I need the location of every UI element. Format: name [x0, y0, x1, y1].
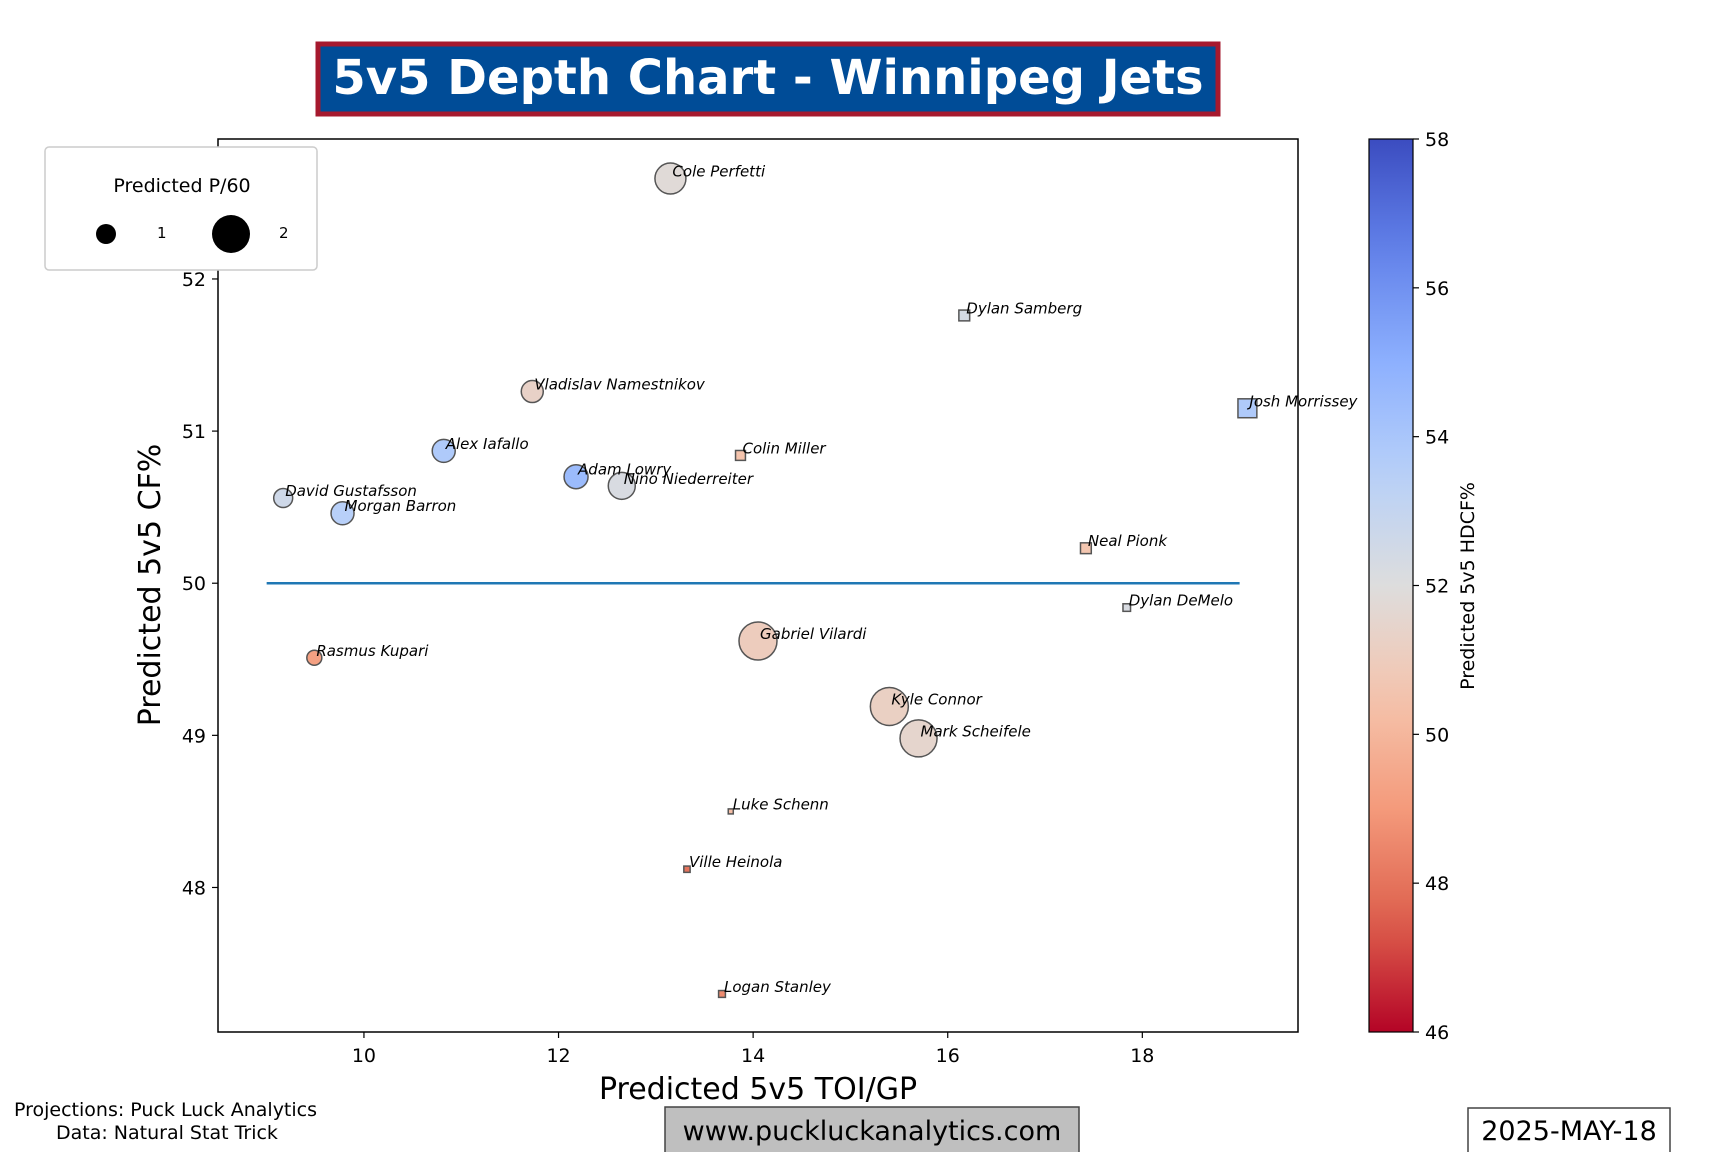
- player-label: Alex Iafallo: [445, 435, 529, 453]
- x-axis-title: Predicted 5v5 TOI/GP: [599, 1072, 917, 1107]
- defense-point: [1122, 603, 1132, 613]
- player-label: Dylan DeMelo: [1129, 592, 1233, 610]
- date-box: [1467, 1107, 1671, 1152]
- player-label: Ville Heinola: [689, 853, 782, 871]
- chart-title: 5v5 Depth Chart - Winnipeg Jets: [332, 50, 1203, 106]
- date-stamp: 2025-MAY-18: [1481, 1116, 1657, 1147]
- legend: Predicted P/60 1 2: [44, 146, 318, 271]
- legend-label-2: 2: [279, 224, 289, 242]
- y-tick-label: 49: [182, 725, 206, 747]
- forward-point: [607, 471, 637, 501]
- player-label: Gabriel Vilardi: [760, 625, 867, 643]
- x-tick-label: 10: [352, 1045, 376, 1067]
- x-tick-label: 12: [546, 1045, 570, 1067]
- y-tick-label: 51: [182, 421, 206, 443]
- defense-point: [1079, 542, 1093, 555]
- player-label: Adam Lowry: [577, 461, 672, 479]
- source-projections: Projections: Puck Luck Analytics: [14, 1099, 317, 1121]
- legend-label-1: 1: [157, 224, 167, 242]
- player-label: Cole Perfetti: [672, 163, 766, 181]
- title-banner: 5v5 Depth Chart - Winnipeg Jets: [315, 41, 1221, 117]
- y-axis-title: Predicted 5v5 CF%: [133, 444, 168, 727]
- defense-point: [683, 865, 691, 874]
- player-label: Nino Niederreiter: [624, 470, 754, 488]
- defense-point: [1237, 398, 1258, 419]
- x-tick-label: 16: [936, 1045, 960, 1067]
- x-tick-label: 14: [741, 1045, 765, 1067]
- defense-point: [727, 808, 735, 815]
- legend-marker-1: [96, 224, 116, 244]
- player-label: Colin Miller: [742, 439, 826, 457]
- y-axis: 48 49 50 51 52: [182, 269, 218, 899]
- y-tick-label: 50: [182, 573, 206, 595]
- y-tick-label: 48: [182, 877, 206, 899]
- y-tick-label: 52: [182, 269, 206, 291]
- forward-point: [306, 649, 323, 667]
- player-label: Neal Pionk: [1088, 532, 1168, 550]
- forward-point: [330, 500, 355, 526]
- plot-area: [217, 138, 1299, 1033]
- x-tick-label: 18: [1130, 1045, 1154, 1067]
- website-url[interactable]: www.puckluckanalytics.com: [683, 1116, 1062, 1147]
- player-label: Logan Stanley: [724, 978, 832, 996]
- colorbar-ticks: 46 48 50 52 54 56 58: [1413, 129, 1449, 1044]
- title-box: [315, 41, 1221, 117]
- legend-title: Predicted P/60: [113, 175, 250, 197]
- forward-point: [654, 162, 687, 195]
- colorbar-tick-label: 52: [1425, 576, 1449, 598]
- player-label: Kyle Connor: [891, 690, 982, 708]
- legend-box: [44, 146, 318, 271]
- player-label: Dylan Samberg: [966, 299, 1082, 317]
- forward-point: [431, 438, 456, 464]
- player-label: Rasmus Kupari: [316, 642, 429, 660]
- colorbar-tick-label: 54: [1425, 427, 1449, 449]
- player-label: Luke Schenn: [733, 795, 829, 813]
- forward-point: [272, 487, 294, 509]
- colorbar-tick-label: 48: [1425, 873, 1449, 895]
- colorbar-tick-label: 50: [1425, 724, 1449, 746]
- player-label: Josh Morrissey: [1246, 392, 1358, 410]
- forward-point: [869, 686, 910, 727]
- player-label: Mark Scheifele: [921, 722, 1031, 740]
- player-label: Vladislav Namestnikov: [534, 376, 706, 394]
- legend-marker-2: [212, 215, 250, 253]
- colorbar-tick-label: 46: [1425, 1022, 1449, 1044]
- forward-point: [899, 719, 938, 758]
- defense-point: [958, 309, 971, 322]
- data-points: [272, 162, 1258, 999]
- player-label: David Gustafsson: [285, 482, 417, 500]
- colorbar-label: Predicted 5v5 HDCF%: [1457, 482, 1479, 690]
- url-box: [664, 1106, 1080, 1152]
- point-labels: Cole Perfetti Dylan Samberg Vladislav Name…: [285, 163, 1358, 996]
- defense-point: [717, 989, 727, 999]
- forward-point: [520, 379, 545, 404]
- x-axis: 10 12 14 16 18: [352, 1032, 1154, 1067]
- forward-point: [738, 621, 778, 661]
- source-data: Data: Natural Stat Trick: [56, 1122, 278, 1144]
- forward-point: [563, 463, 589, 490]
- colorbar-tick-label: 56: [1425, 278, 1449, 300]
- defense-point: [734, 449, 747, 462]
- colorbar: [1368, 138, 1414, 1033]
- colorbar-tick-label: 58: [1425, 129, 1449, 151]
- player-label: Morgan Barron: [345, 497, 457, 515]
